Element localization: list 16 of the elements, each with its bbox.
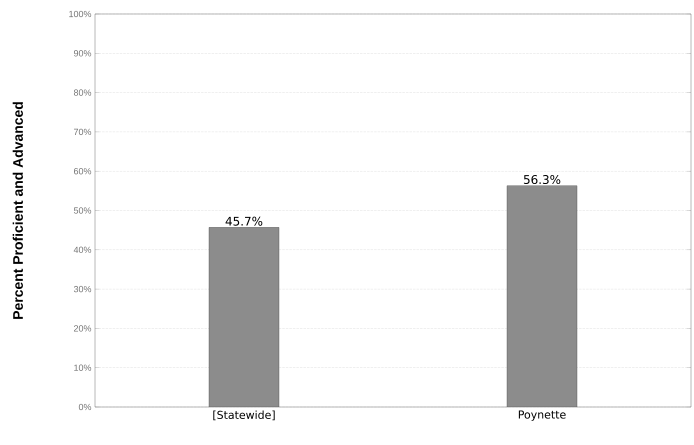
- y-tick-label: 80%: [74, 89, 92, 96]
- data-label: 45.7%: [226, 216, 262, 226]
- x-tick-label: [Statewide]: [213, 410, 275, 420]
- y-tick-label: 0%: [78, 404, 92, 410]
- y-tick-label: 60%: [74, 168, 92, 174]
- y-tick-label: 90%: [74, 50, 92, 56]
- y-tick-label: 40%: [74, 246, 92, 253]
- y-tick-label: 20%: [74, 325, 92, 332]
- y-tick-label: 10%: [74, 364, 92, 371]
- y-tick-label: 100%: [69, 10, 92, 18]
- x-tick-label: Poynette: [518, 410, 566, 421]
- y-tick-label: 30%: [74, 286, 92, 292]
- data-label: 56.3%: [524, 175, 560, 184]
- y-axis-title: Percent Proficient and Advanced: [12, 102, 23, 319]
- y-tick-label: 50%: [74, 207, 92, 214]
- y-tick-label: 70%: [74, 128, 92, 136]
